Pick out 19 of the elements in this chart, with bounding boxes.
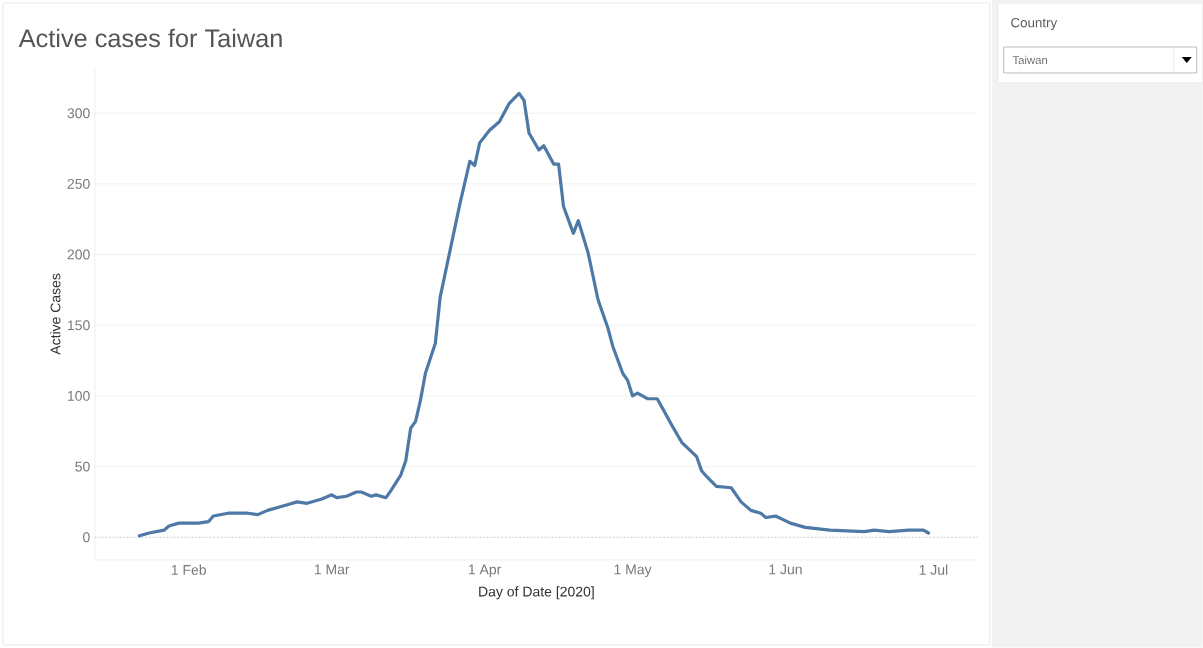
x-tick-label: 1 Jun [769,564,802,575]
y-tick-label: 200 [67,249,90,260]
x-axis-title: Day of Date [2020] [479,586,594,600]
x-tick-label: 1 Jul [919,564,948,575]
text: Country [1011,18,1058,31]
x-tick-label: 1 Apr [468,564,502,578]
x-tick-label: 1 Mar [314,564,350,575]
y-tick-label: 100 [67,391,90,401]
line-series [137,91,931,538]
y-tick-label: 50 [75,461,90,472]
y-tick-label: 0 [83,532,90,543]
chart-title: Active cases for Taiwan [18,28,282,48]
text: Taiwan [1012,55,1048,65]
x-tick-label: 1 Feb [171,564,206,575]
y-tick-label: 250 [67,179,90,189]
y-tick-label: 150 [67,320,90,331]
x-tick-label: 1 May [614,564,652,578]
y-axis-title: Active Cases [50,273,61,355]
y-tick-label: 300 [67,108,90,119]
